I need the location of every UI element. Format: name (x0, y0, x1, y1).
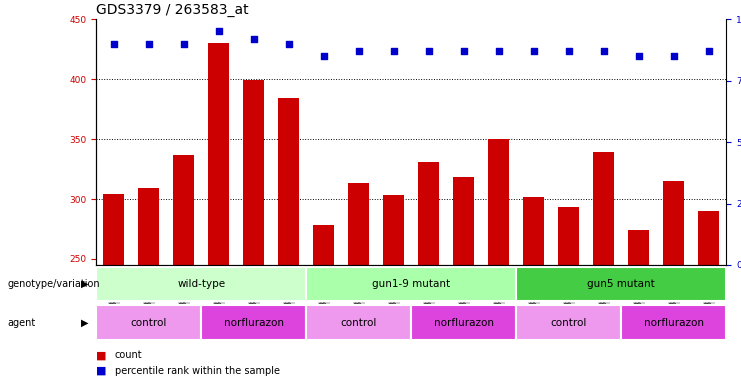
Text: norflurazon: norflurazon (433, 318, 494, 328)
Point (283, 41, 295, 47)
Bar (516, 305, 621, 340)
Bar (208, 43, 229, 265)
Bar (621, 305, 726, 340)
Text: gun1-9 mutant: gun1-9 mutant (372, 279, 451, 289)
Bar (96, 267, 306, 301)
Bar (558, 207, 579, 265)
Point (668, 53, 679, 59)
Text: ■: ■ (96, 366, 107, 376)
Text: ■: ■ (96, 350, 107, 360)
Text: ▶: ▶ (82, 279, 89, 289)
Bar (488, 139, 509, 265)
Text: norflurazon: norflurazon (644, 318, 704, 328)
Point (213, 28, 225, 35)
Bar (348, 184, 369, 265)
Point (598, 48, 610, 54)
Text: control: control (341, 318, 377, 328)
Point (388, 48, 399, 54)
Point (633, 53, 645, 59)
Point (423, 48, 435, 54)
Text: ▶: ▶ (82, 318, 89, 328)
Text: agent: agent (7, 318, 36, 328)
Text: genotype/variation: genotype/variation (7, 279, 100, 289)
Point (458, 48, 470, 54)
Bar (139, 188, 159, 265)
Point (178, 41, 190, 47)
Point (528, 48, 539, 54)
Text: gun5 mutant: gun5 mutant (588, 279, 655, 289)
Bar (453, 177, 474, 265)
Text: count: count (115, 350, 142, 360)
Bar (418, 162, 439, 265)
Bar (663, 181, 684, 265)
Point (353, 48, 365, 54)
Bar (313, 225, 334, 265)
Bar (173, 155, 194, 265)
Text: percentile rank within the sample: percentile rank within the sample (115, 366, 280, 376)
Bar (594, 152, 614, 265)
Text: control: control (130, 318, 167, 328)
Bar (103, 194, 124, 265)
Bar (279, 98, 299, 265)
Bar (243, 80, 265, 265)
Point (108, 41, 120, 47)
Text: GDS3379 / 263583_at: GDS3379 / 263583_at (96, 3, 249, 17)
Point (318, 53, 330, 59)
Bar (523, 197, 544, 265)
Bar (516, 267, 726, 301)
Bar (96, 305, 202, 340)
Point (493, 48, 505, 54)
Text: norflurazon: norflurazon (224, 318, 284, 328)
Text: wild-type: wild-type (177, 279, 225, 289)
Point (563, 48, 575, 54)
Text: control: control (551, 318, 587, 328)
Point (247, 36, 259, 42)
Point (702, 48, 714, 54)
Bar (383, 195, 405, 265)
Bar (202, 305, 306, 340)
Bar (411, 305, 516, 340)
Bar (306, 305, 411, 340)
Bar (306, 267, 516, 301)
Bar (628, 230, 649, 265)
Point (143, 41, 155, 47)
Bar (698, 211, 720, 265)
